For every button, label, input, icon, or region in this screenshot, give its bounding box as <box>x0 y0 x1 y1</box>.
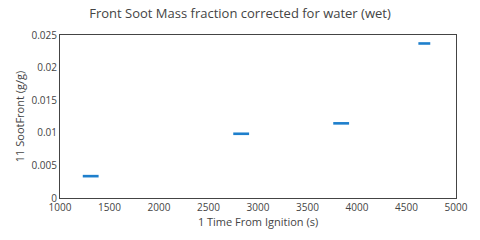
svg-text:4500: 4500 <box>395 200 418 214</box>
svg-text:2500: 2500 <box>197 200 220 214</box>
svg-text:5000: 5000 <box>445 200 468 214</box>
svg-text:2000: 2000 <box>148 200 171 214</box>
svg-text:0: 0 <box>51 191 57 205</box>
svg-text:4000: 4000 <box>346 200 369 214</box>
svg-text:3500: 3500 <box>296 200 319 214</box>
svg-text:Front Soot Mass fraction corre: Front Soot Mass fraction corrected for w… <box>89 4 391 22</box>
svg-text:11 SootFront (g/g): 11 SootFront (g/g) <box>12 71 27 162</box>
svg-text:0.025: 0.025 <box>32 28 58 42</box>
svg-text:3000: 3000 <box>247 200 270 214</box>
svg-text:0.005: 0.005 <box>32 158 58 172</box>
svg-text:0.01: 0.01 <box>37 125 57 139</box>
svg-text:1 Time From Ignition (s): 1 Time From Ignition (s) <box>198 214 318 229</box>
svg-text:1000: 1000 <box>49 200 72 214</box>
svg-text:0.02: 0.02 <box>37 60 57 74</box>
svg-text:1500: 1500 <box>98 200 121 214</box>
svg-text:0.015: 0.015 <box>32 93 58 107</box>
